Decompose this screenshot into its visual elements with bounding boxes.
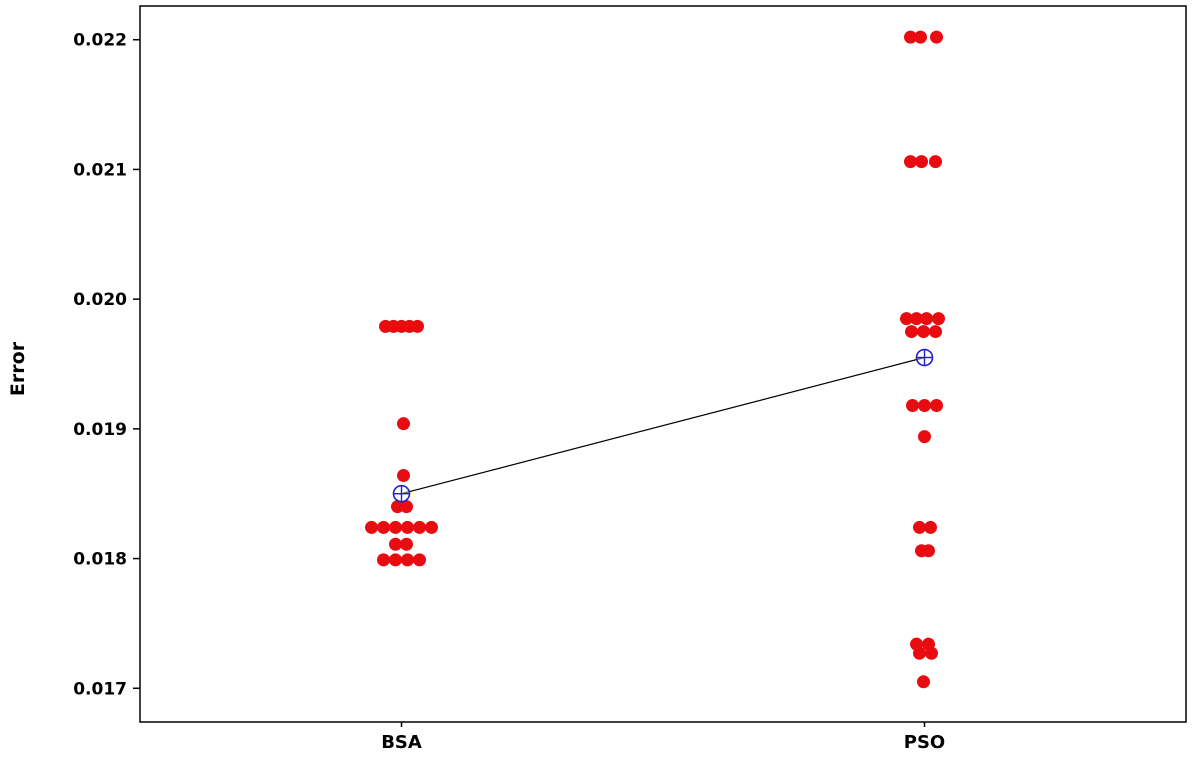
data-point	[391, 500, 404, 514]
mean-connector-line	[401, 356, 925, 495]
data-point	[918, 399, 931, 413]
data-point	[914, 30, 927, 44]
data-point	[904, 30, 917, 44]
data-point	[389, 520, 402, 534]
data-point	[915, 155, 928, 169]
data-point	[917, 675, 930, 689]
data-point	[920, 312, 933, 326]
data-point	[397, 417, 410, 431]
data-point	[913, 646, 926, 660]
data-point	[932, 312, 945, 326]
y-tick-label: 0.020	[73, 290, 127, 310]
y-tick-label: 0.019	[73, 420, 127, 440]
data-point	[917, 325, 930, 339]
data-point	[904, 155, 917, 169]
data-point	[413, 520, 426, 534]
data-point	[425, 520, 438, 534]
y-tick-label: 0.021	[73, 160, 127, 180]
data-point	[930, 30, 943, 44]
data-point	[401, 553, 414, 567]
x-category-label: PSO	[904, 732, 945, 753]
data-point	[389, 553, 402, 567]
data-point	[925, 646, 938, 660]
y-tick-label: 0.017	[73, 679, 127, 699]
data-point	[924, 520, 937, 534]
data-point	[397, 469, 410, 483]
data-point	[929, 325, 942, 339]
data-point	[905, 325, 918, 339]
data-point	[922, 544, 935, 558]
data-point	[918, 430, 931, 444]
data-point	[910, 312, 923, 326]
data-point	[400, 537, 413, 551]
y-tick-label: 0.018	[73, 550, 127, 570]
x-category-label: BSA	[381, 732, 422, 753]
data-point	[929, 155, 942, 169]
data-point	[365, 520, 378, 534]
data-point	[900, 312, 913, 326]
data-point	[389, 537, 402, 551]
data-point	[913, 520, 926, 534]
data-point	[377, 553, 390, 567]
data-point	[400, 500, 413, 514]
plot-area-border	[139, 5, 1187, 723]
data-point	[377, 520, 390, 534]
y-tick-label: 0.022	[73, 31, 127, 51]
data-point	[413, 553, 426, 567]
data-point	[930, 399, 943, 413]
data-point	[411, 319, 424, 333]
data-point	[401, 520, 414, 534]
data-point	[906, 399, 919, 413]
